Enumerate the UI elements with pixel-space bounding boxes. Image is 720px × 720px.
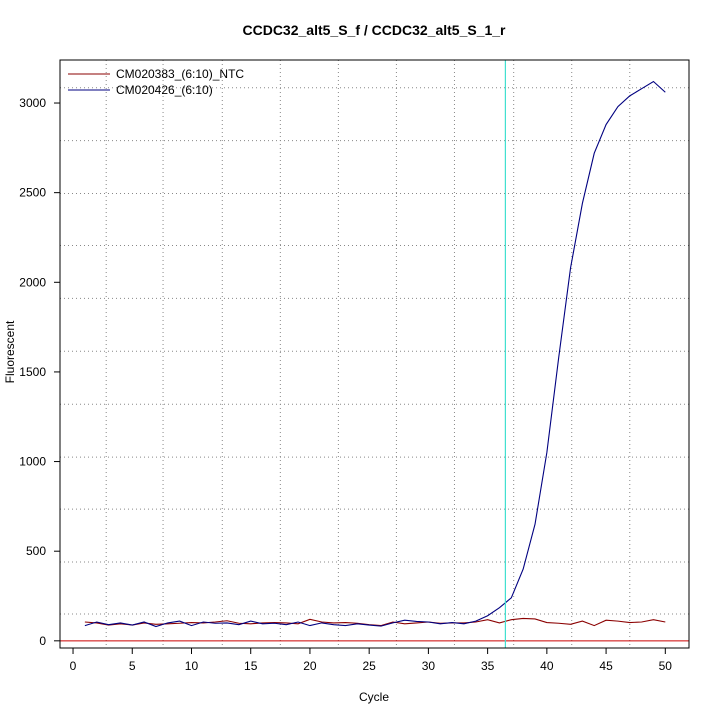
series-line-sample: [84, 80, 666, 628]
x-tick-label: 5: [129, 659, 136, 673]
axes: 0 5 10 15 20 25 30 35 40 45 5005001000150020002500…: [19, 96, 672, 673]
chart-title: CCDC32_alt5_S_f / CCDC32_alt5_S_1_r: [242, 22, 506, 38]
y-tick-label: 500: [26, 544, 46, 558]
x-tick-label: 45: [599, 659, 613, 673]
x-tick-label: 40: [540, 659, 554, 673]
legend-label-sample: CM020426_(6:10): [116, 83, 213, 97]
y-tick-label: 3000: [19, 96, 46, 110]
y-tick-label: 0: [39, 634, 46, 648]
x-axis-label: Cycle: [359, 690, 389, 704]
x-tick-label: 50: [659, 659, 673, 673]
grid: [60, 60, 689, 648]
series-lines: [84, 80, 666, 628]
y-tick-label: 2000: [19, 275, 46, 289]
y-tick-label: 2500: [19, 186, 46, 200]
x-tick-label: 25: [362, 659, 376, 673]
x-tick-label: 30: [422, 659, 436, 673]
legend-label-ntc: CM020383_(6:10)_NTC: [116, 67, 244, 81]
x-tick-label: 10: [185, 659, 199, 673]
y-tick-label: 1000: [19, 455, 46, 469]
x-tick-label: 15: [244, 659, 258, 673]
plot-frame: [59, 59, 690, 649]
x-tick-label: 20: [303, 659, 317, 673]
x-tick-label: 0: [70, 659, 77, 673]
y-axis-label: Fluorescent: [3, 320, 17, 383]
x-tick-label: 35: [481, 659, 495, 673]
legend: CM020383_(6:10)_NTC CM020426_(6:10): [68, 67, 244, 97]
reference-lines: [60, 60, 689, 648]
y-tick-label: 1500: [19, 365, 46, 379]
